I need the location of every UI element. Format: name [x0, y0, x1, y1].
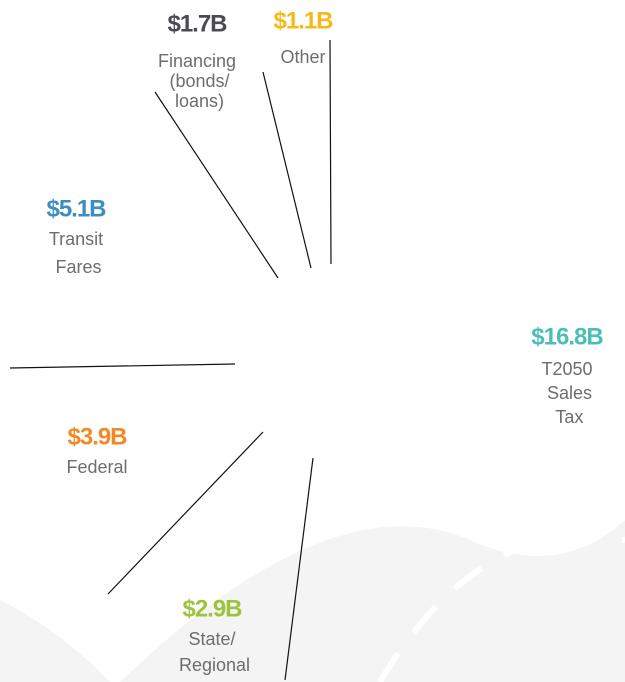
category-label: State/ Regional	[174, 629, 250, 675]
pie-slice	[240, 288, 330, 366]
leader-line	[284, 457, 314, 681]
pie-slice	[282, 277, 330, 365]
pie-slice	[240, 365, 330, 429]
pie-slice	[310, 275, 330, 365]
pie-slice	[266, 365, 330, 454]
leader-line	[107, 431, 264, 595]
category-label: Transit Fares	[49, 229, 103, 277]
leader-line	[9, 363, 236, 369]
category-label: Financing (bonds/ loans)	[158, 51, 236, 111]
value-label: $2.9B	[182, 595, 242, 622]
value-label: $3.9B	[67, 423, 127, 450]
value-label: $16.8B	[531, 323, 603, 350]
leader-line	[154, 91, 279, 279]
value-label: $1.7B	[167, 10, 227, 37]
leader-line	[262, 71, 312, 269]
value-label: $1.1B	[273, 7, 333, 34]
road-dash	[377, 535, 625, 682]
background-road	[120, 520, 625, 682]
leader-line	[329, 39, 332, 265]
category-label: Other	[280, 47, 325, 67]
background-road	[0, 600, 110, 682]
pie	[240, 275, 420, 456]
value-label: $5.1B	[46, 195, 106, 222]
category-label: Federal	[66, 457, 127, 477]
category-label: T2050 Sales Tax	[541, 359, 592, 427]
pie-slice	[311, 275, 420, 456]
